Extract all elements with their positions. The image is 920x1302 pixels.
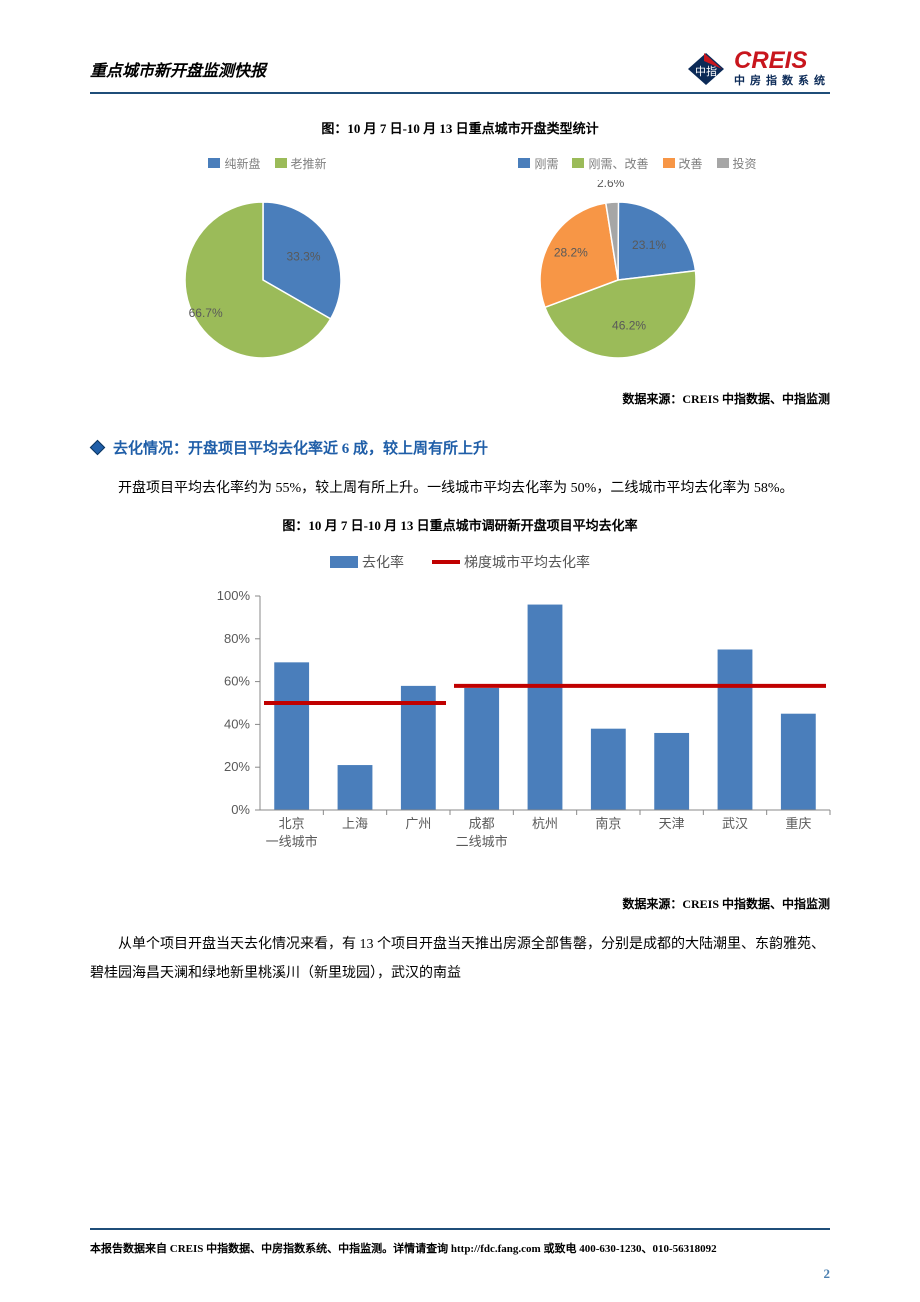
header-rule [90, 92, 830, 94]
legend-item: 刚需、改善 [572, 155, 648, 172]
svg-text:66.7%: 66.7% [188, 306, 222, 320]
svg-text:北京: 北京 [279, 816, 305, 831]
pies-row: 纯新盘 老推新 33.3% 66.7% 刚需 刚需、改善 改善 投资 23.1% 46.2%… [90, 155, 830, 370]
svg-text:100%: 100% [217, 588, 251, 603]
legend-item: 投资 [717, 155, 757, 172]
bar-legend: 去化率 梯度城市平均去化率 [90, 552, 830, 572]
svg-text:23.1%: 23.1% [632, 238, 666, 252]
svg-text:46.2%: 46.2% [612, 318, 646, 332]
section-para1: 开盘项目平均去化率约为 55%，较上周有所上升。一线城市平均去化率为 50%，二… [90, 474, 830, 503]
svg-text:武汉: 武汉 [722, 816, 748, 831]
legend-item: 改善 [663, 155, 703, 172]
pies-title: 图：10 月 7 日-10 月 13 日重点城市开盘类型统计 [90, 118, 830, 137]
svg-text:中指: 中指 [695, 64, 717, 78]
bar-legend-bar-swatch [330, 556, 358, 568]
bar-chart: 0% 20% 40% 60% 80% 100% 北京 上海 广州 成都 杭州 南京 天津 武汉 重庆一线城市… [200, 576, 840, 871]
legend-swatch [663, 158, 675, 168]
legend-label: 纯新盘 [224, 155, 260, 172]
logo-main: CREIS [734, 50, 830, 72]
bar-legend-line: 梯度城市平均去化率 [432, 552, 590, 572]
footer-text: 本报告数据来自 CREIS 中指数据、中房指数系统、中指监测。详情请查询 htt… [90, 1240, 830, 1256]
logo: 中指 CREIS 中房指数系统 [684, 50, 830, 88]
legend-swatch [717, 158, 729, 168]
pie-left-legend: 纯新盘 老推新 [208, 155, 326, 172]
bar-legend-bar: 去化率 [330, 552, 404, 572]
legend-swatch [275, 158, 287, 168]
footer-rule [90, 1228, 830, 1230]
svg-text:60%: 60% [224, 674, 250, 689]
legend-swatch [208, 158, 220, 168]
svg-text:南京: 南京 [595, 816, 621, 831]
svg-text:20%: 20% [224, 759, 250, 774]
legend-item: 纯新盘 [208, 155, 260, 172]
legend-label: 改善 [679, 155, 703, 172]
bar-legend-line-label: 梯度城市平均去化率 [464, 552, 590, 572]
pie-left-svg: 33.3% 66.7% [153, 180, 383, 370]
svg-text:2.6%: 2.6% [596, 180, 624, 190]
diamond-icon [90, 439, 106, 455]
bar-legend-line-swatch [432, 560, 460, 564]
svg-text:28.2%: 28.2% [553, 245, 587, 259]
svg-text:33.3%: 33.3% [286, 249, 320, 263]
bar-legend-bar-label: 去化率 [362, 552, 404, 572]
legend-item: 刚需 [518, 155, 558, 172]
legend-label: 老推新 [291, 155, 327, 172]
logo-badge-icon: 中指 [684, 51, 728, 87]
svg-text:40%: 40% [224, 716, 250, 731]
legend-label: 投资 [733, 155, 757, 172]
legend-swatch [572, 158, 584, 168]
pies-source: 数据来源：CREIS 中指数据、中指监测 [90, 390, 830, 407]
legend-label: 刚需、改善 [588, 155, 648, 172]
svg-text:成都: 成都 [469, 816, 495, 831]
logo-text: CREIS 中房指数系统 [734, 50, 830, 88]
legend-item: 老推新 [275, 155, 327, 172]
tail-para: 从单个项目开盘当天去化情况来看，有 13 个项目开盘当天推出房源全部售罄，分别是… [90, 930, 830, 989]
svg-text:重庆: 重庆 [785, 816, 811, 831]
bar-chart-svg: 0% 20% 40% 60% 80% 100% 北京 上海 广州 成都 杭州 南京 天津 武汉 重庆一线城市… [200, 576, 840, 866]
svg-text:二线城市: 二线城市 [456, 834, 508, 849]
bar-source: 数据来源：CREIS 中指数据、中指监测 [90, 895, 830, 912]
pie-right-svg: 23.1% 46.2% 28.2% 2.6% [508, 180, 768, 370]
doc-title: 重点城市新开盘监测快报 [90, 57, 266, 81]
svg-text:杭州: 杭州 [532, 816, 558, 831]
svg-text:天津: 天津 [659, 816, 685, 831]
pie-right-legend: 刚需 刚需、改善 改善 投资 [518, 155, 756, 172]
section-heading: 去化情况：开盘项目平均去化率近 6 成，较上周有所上升 [90, 437, 830, 458]
svg-text:上海: 上海 [342, 816, 368, 831]
svg-text:0%: 0% [231, 802, 250, 817]
bar-title: 图：10 月 7 日-10 月 13 日重点城市调研新开盘项目平均去化率 [90, 515, 830, 534]
legend-swatch [518, 158, 530, 168]
svg-text:广州: 广州 [405, 816, 431, 831]
legend-label: 刚需 [534, 155, 558, 172]
header: 重点城市新开盘监测快报 中指 CREIS 中房指数系统 [90, 50, 830, 88]
svg-text:80%: 80% [224, 631, 250, 646]
pie-right: 刚需 刚需、改善 改善 投资 23.1% 46.2% 28.2% 2.6% [508, 155, 768, 370]
pie-left: 纯新盘 老推新 33.3% 66.7% [153, 155, 383, 370]
svg-text:一线城市: 一线城市 [266, 834, 318, 849]
logo-sub: 中房指数系统 [734, 72, 830, 88]
section-heading-text: 去化情况：开盘项目平均去化率近 6 成，较上周有所上升 [113, 437, 488, 458]
page-number: 2 [824, 1266, 831, 1282]
footer: 本报告数据来自 CREIS 中指数据、中房指数系统、中指监测。详情请查询 htt… [90, 1228, 830, 1256]
